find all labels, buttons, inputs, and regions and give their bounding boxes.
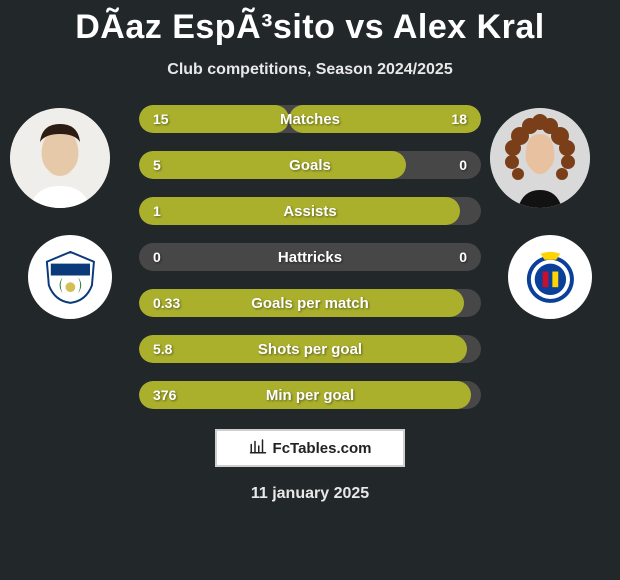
stat-value-left: 5.8 — [153, 335, 172, 363]
player-left-avatar — [10, 108, 110, 208]
club-left-crest — [28, 235, 112, 319]
stat-label: Goals per match — [139, 289, 481, 317]
stat-label: Shots per goal — [139, 335, 481, 363]
comparison-panel: Matches1518Goals50Assists1Hattricks00Goa… — [0, 105, 620, 409]
stat-row: Goals per match0.33 — [139, 289, 481, 317]
stat-row: Goals5 0 — [139, 151, 481, 179]
stat-label: Goals — [139, 151, 481, 179]
page-subtitle: Club competitions, Season 2024/2025 — [0, 61, 620, 79]
stat-row: Min per goal376 — [139, 381, 481, 409]
page-title: DÃ­az EspÃ³sito vs Alex Kral — [0, 0, 620, 47]
stat-value-left: 0.33 — [153, 289, 180, 317]
stat-label: Matches — [139, 105, 481, 133]
stat-value-left: 0 — [153, 243, 161, 271]
stat-label: Assists — [139, 197, 481, 225]
stat-label: Hattricks — [139, 243, 481, 271]
stat-value-right: 0 — [459, 243, 467, 271]
stat-value-right: 18 — [451, 105, 467, 133]
stat-value-left: 15 — [153, 105, 169, 133]
stat-value-right: 0 — [459, 151, 467, 179]
brand-label: FcTables.com — [273, 440, 372, 457]
stat-label: Min per goal — [139, 381, 481, 409]
stat-row: Matches15 18 — [139, 105, 481, 133]
player-right-avatar — [490, 108, 590, 208]
stat-value-left: 376 — [153, 381, 176, 409]
stat-value-left: 5 — [153, 151, 161, 179]
stat-row: Assists1 — [139, 197, 481, 225]
club-right-crest — [508, 235, 592, 319]
footer-date: 11 january 2025 — [0, 485, 620, 503]
stat-bars: Matches1518Goals50Assists1Hattricks00Goa… — [139, 105, 481, 409]
brand-badge: FcTables.com — [215, 429, 405, 467]
stat-row: Hattricks0 0 — [139, 243, 481, 271]
chart-icon — [249, 437, 267, 459]
stat-value-left: 1 — [153, 197, 161, 225]
stat-row: Shots per goal5.8 — [139, 335, 481, 363]
